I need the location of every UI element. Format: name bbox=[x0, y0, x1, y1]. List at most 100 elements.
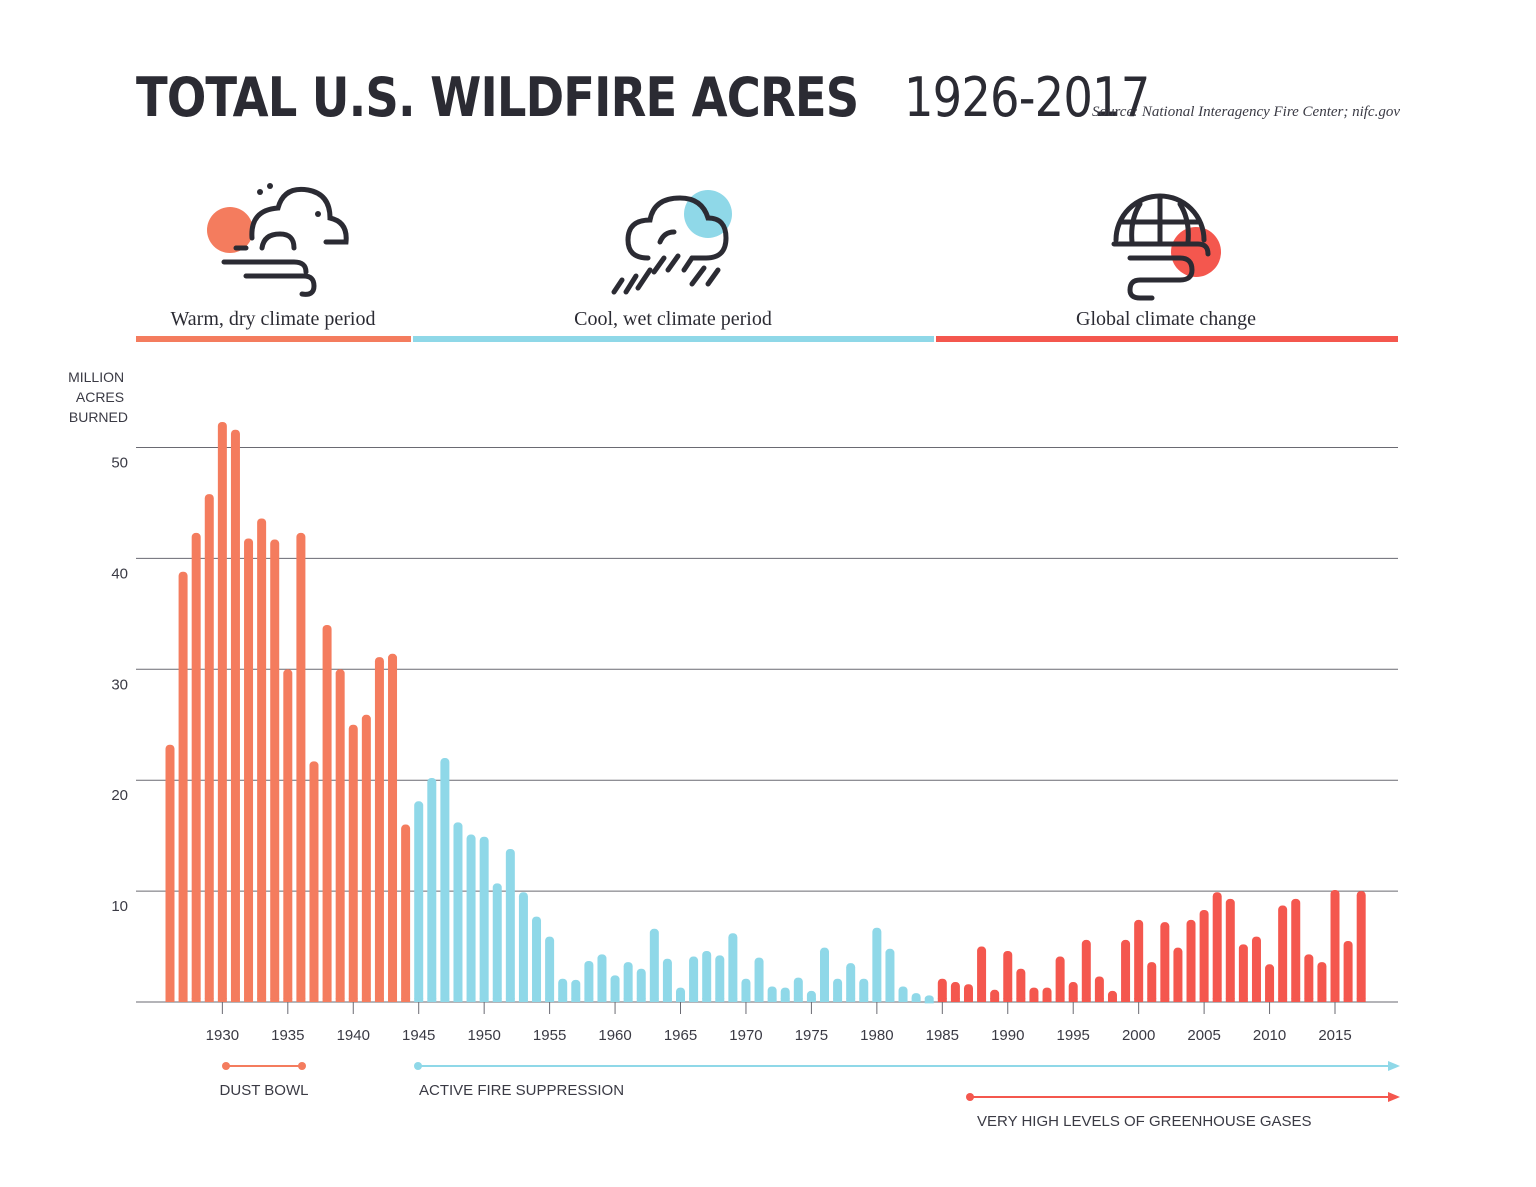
bar-1959 bbox=[597, 954, 607, 1002]
bar-1969 bbox=[728, 933, 738, 1002]
bar-base-2000 bbox=[1134, 998, 1144, 1002]
bar-base-1960 bbox=[610, 998, 620, 1002]
bar-1931 bbox=[230, 429, 240, 1003]
chart-title: TOTAL U.S. WILDFIRE ACRES 1926-2017 bbox=[136, 66, 1189, 130]
bar-base-2006 bbox=[1212, 998, 1222, 1002]
period-bar-global-change bbox=[936, 336, 1398, 342]
bar-1954 bbox=[532, 916, 542, 1002]
bar-base-1992 bbox=[1029, 998, 1039, 1002]
bar-base-1977 bbox=[833, 998, 843, 1002]
bar-1939 bbox=[335, 669, 345, 1002]
bar-base-1961 bbox=[623, 998, 633, 1002]
period-label-global-change: Global climate change bbox=[1076, 308, 1256, 330]
bar-2012 bbox=[1291, 898, 1301, 1002]
source-note: Source: National Interagency Fire Center… bbox=[1092, 104, 1400, 120]
bar-1979 bbox=[859, 978, 869, 1002]
bar-1935 bbox=[283, 669, 293, 1002]
bar-base-1997 bbox=[1094, 998, 1104, 1002]
y-tick-label: 50 bbox=[111, 455, 128, 472]
globe-sun-wind-icon bbox=[1111, 193, 1221, 301]
bar-base-1943 bbox=[388, 998, 398, 1002]
period-bar-cool-wet bbox=[413, 336, 934, 342]
bar-2016 bbox=[1343, 941, 1353, 1002]
bar-base-1937 bbox=[309, 998, 319, 1002]
bar-1930 bbox=[217, 421, 227, 1002]
bar-base-1979 bbox=[859, 998, 869, 1002]
bar-base-1936 bbox=[296, 998, 306, 1002]
x-tick-label: 1930 bbox=[206, 1027, 239, 1044]
dust-bowl-annotation: DUST BOWL bbox=[220, 1062, 309, 1099]
bars bbox=[165, 421, 1366, 1004]
bar-1962 bbox=[636, 968, 646, 1002]
bar-2014 bbox=[1317, 962, 1327, 1002]
bar-base-1931 bbox=[230, 998, 240, 1002]
bar-base-2005 bbox=[1199, 998, 1209, 1002]
greenhouse-gases-annotation: VERY HIGH LEVELS OF GREENHOUSE GASES bbox=[966, 1092, 1400, 1130]
x-tick-label: 2005 bbox=[1187, 1027, 1220, 1044]
x-tick-label: 2010 bbox=[1253, 1027, 1286, 1044]
y-axis-label: MILLION ACRES BURNED bbox=[68, 369, 128, 425]
bar-base-1938 bbox=[322, 998, 332, 1002]
bar-base-1962 bbox=[636, 998, 646, 1002]
bar-1949 bbox=[466, 834, 476, 1002]
bar-base-1929 bbox=[204, 998, 214, 1002]
bar-base-1959 bbox=[597, 998, 607, 1002]
bar-1945 bbox=[414, 801, 424, 1002]
title-years: 1926-2017 bbox=[904, 66, 1150, 129]
bar-1933 bbox=[257, 518, 267, 1002]
x-tick-label: 1975 bbox=[795, 1027, 828, 1044]
bar-1960 bbox=[610, 975, 620, 1002]
x-tick-label: 1955 bbox=[533, 1027, 566, 1044]
bar-base-1947 bbox=[440, 998, 450, 1002]
dust-bowl-label: DUST BOWL bbox=[220, 1082, 309, 1099]
bar-base-1976 bbox=[820, 998, 829, 1002]
period-label-warm-dry: Warm, dry climate period bbox=[171, 308, 376, 330]
bar-base-1974 bbox=[793, 998, 803, 1002]
bar-1938 bbox=[322, 624, 332, 1002]
bar-1936 bbox=[296, 532, 306, 1002]
bar-1929 bbox=[204, 494, 214, 1002]
rain-cloud-icon bbox=[611, 190, 732, 295]
bar-base-1942 bbox=[374, 998, 384, 1002]
bar-2004 bbox=[1186, 919, 1196, 1002]
bar-1977 bbox=[833, 978, 843, 1002]
bar-1958 bbox=[584, 960, 594, 1002]
bar-base-1951 bbox=[492, 998, 502, 1002]
bar-1995 bbox=[1068, 982, 1078, 1002]
bar-base-2008 bbox=[1238, 998, 1248, 1002]
bar-base-1995 bbox=[1068, 998, 1078, 1002]
bar-base-1927 bbox=[178, 998, 188, 1002]
x-tick-label: 1950 bbox=[467, 1027, 500, 1044]
bar-base-1963 bbox=[649, 998, 659, 1002]
bar-1981 bbox=[885, 948, 895, 1002]
bar-base-1965 bbox=[676, 998, 686, 1002]
bar-1994 bbox=[1055, 956, 1065, 1002]
bar-1986 bbox=[950, 982, 960, 1002]
bar-base-1982 bbox=[898, 998, 908, 1002]
bar-base-1952 bbox=[505, 998, 515, 1002]
bar-base-1978 bbox=[846, 998, 856, 1002]
bar-base-1926 bbox=[165, 998, 175, 1002]
bar-base-2012 bbox=[1291, 998, 1301, 1002]
x-tick-label: 1995 bbox=[1057, 1027, 1090, 1044]
bar-base-1949 bbox=[466, 998, 476, 1002]
bar-1968 bbox=[715, 955, 725, 1002]
bar-2007 bbox=[1225, 898, 1235, 1002]
bar-base-2011 bbox=[1278, 998, 1288, 1002]
bar-base-1970 bbox=[741, 998, 751, 1002]
bar-base-2002 bbox=[1160, 998, 1170, 1002]
bar-base-1983 bbox=[911, 998, 921, 1002]
bar-base-1980 bbox=[872, 998, 882, 1002]
bar-1932 bbox=[244, 538, 254, 1002]
sun-wind-cloud-icon bbox=[207, 183, 349, 297]
greenhouse-gases-label: VERY HIGH LEVELS OF GREENHOUSE GASES bbox=[977, 1113, 1312, 1130]
bar-1980 bbox=[872, 927, 882, 1002]
bar-base-1956 bbox=[558, 998, 568, 1002]
bar-1927 bbox=[178, 571, 188, 1002]
bar-2005 bbox=[1199, 909, 1209, 1002]
bar-base-1934 bbox=[270, 998, 280, 1002]
bar-base-2003 bbox=[1173, 998, 1183, 1002]
bar-1943 bbox=[388, 653, 398, 1002]
bar-1942 bbox=[374, 657, 384, 1002]
